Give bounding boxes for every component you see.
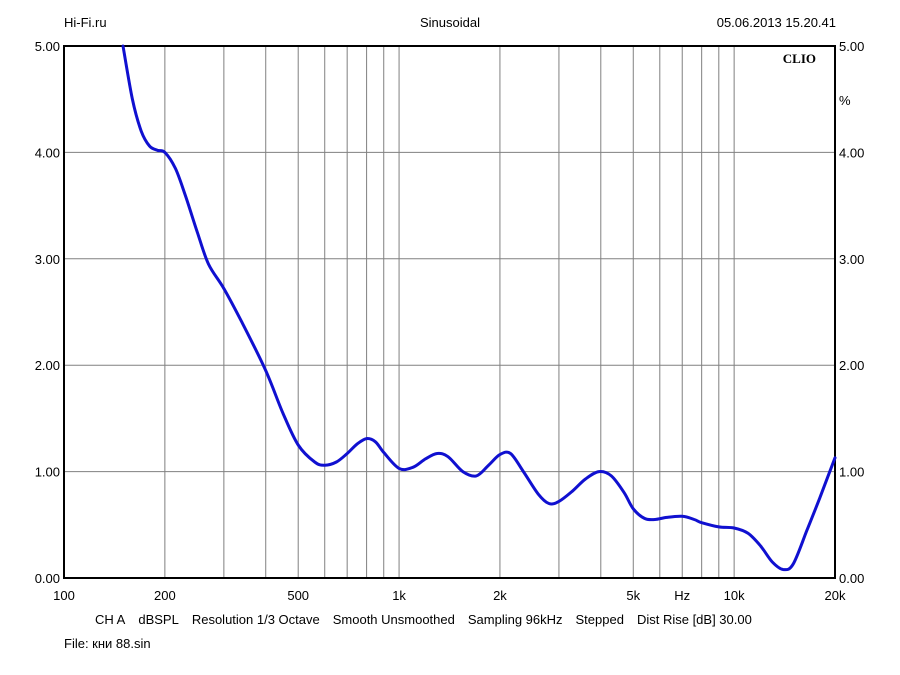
y-axis-right-labels: 0.00 1.00 2.00 3.00 4.00 5.00 (839, 39, 864, 586)
x-tick-label: 500 (287, 588, 309, 603)
x-tick-label: 20k (825, 588, 846, 603)
y-tick-label-right: 2.00 (839, 358, 864, 373)
horizontal-gridlines (64, 151, 835, 473)
y-tick-label-right: 1.00 (839, 465, 864, 480)
footer-file: File: кни 88.sin (64, 636, 151, 651)
y-tick-label-left: 1.00 (35, 465, 60, 480)
header-title: Sinusoidal (420, 15, 480, 30)
y-axis-left-labels: 0.00 1.00 2.00 3.00 4.00 5.00 (35, 39, 60, 586)
footer-smoothing: Smooth Unsmoothed (332, 612, 455, 627)
footer-channel: CH A (95, 612, 126, 627)
right-axis-unit: % (839, 93, 851, 108)
y-tick-label-left: 0.00 (35, 571, 60, 586)
footer-units: dBSPL (138, 612, 179, 627)
thd-curve (121, 44, 837, 572)
y-tick-label-right: 0.00 (839, 571, 864, 586)
header-site: Hi-Fi.ru (64, 15, 107, 30)
y-tick-label-right: 3.00 (839, 252, 864, 267)
y-tick-label-right: 5.00 (839, 39, 864, 54)
footer-stepped: Stepped (575, 612, 624, 627)
x-tick-label: Hz (674, 588, 690, 603)
footer-resolution: Resolution 1/3 Octave (191, 612, 320, 627)
x-tick-label: 200 (154, 588, 176, 603)
y-tick-label-left: 5.00 (35, 39, 60, 54)
y-tick-label-left: 4.00 (35, 145, 60, 160)
x-tick-label: 100 (53, 588, 75, 603)
footer-settings: CH A dBSPL Resolution 1/3 Octave Smooth Uns… (95, 612, 752, 627)
x-tick-label: 1k (392, 588, 406, 603)
y-tick-label-left: 3.00 (35, 252, 60, 267)
header-datetime: 05.06.2013 15.20.41 (717, 15, 836, 30)
plot-frame (63, 45, 836, 579)
x-tick-label: 2k (493, 588, 507, 603)
footer-dist-rise: Dist Rise [dB] 30.00 (636, 612, 752, 627)
y-tick-label-left: 2.00 (35, 358, 60, 373)
x-tick-label: 10k (724, 588, 745, 603)
vertical-gridlines (164, 46, 735, 578)
y-tick-label-right: 4.00 (839, 145, 864, 160)
x-tick-label: 5k (626, 588, 640, 603)
clio-logo: CLIO (783, 51, 816, 66)
x-axis-labels: 100 200 500 1k 2k 5k Hz 10k 20k (53, 588, 846, 603)
footer-sampling: Sampling 96kHz (467, 612, 563, 627)
